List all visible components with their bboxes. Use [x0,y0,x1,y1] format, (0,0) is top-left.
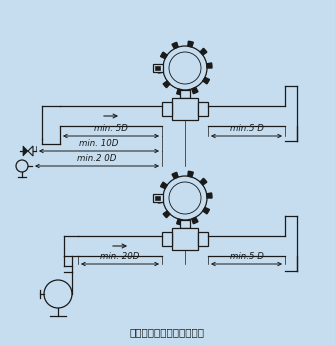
Text: min.5 D: min.5 D [229,252,263,261]
Circle shape [169,52,201,84]
Polygon shape [177,89,182,95]
Polygon shape [172,172,178,179]
Polygon shape [192,87,198,94]
Polygon shape [200,178,207,185]
Polygon shape [160,52,167,58]
Bar [162,102,172,116]
Bar [155,66,160,70]
Bar [153,194,163,202]
Polygon shape [158,68,163,73]
Polygon shape [172,42,178,49]
Polygon shape [203,207,209,214]
Text: min.2 0D: min.2 0D [77,154,117,163]
Text: min. 10D: min. 10D [79,139,119,148]
Bar [180,90,190,98]
Text: 弯管、阀门和泵之间的安装: 弯管、阀门和泵之间的安装 [130,327,204,337]
Bar [198,102,208,116]
Bar [172,228,198,250]
Bar [162,232,172,246]
Polygon shape [163,211,170,218]
Polygon shape [23,146,28,156]
Bar [180,220,190,228]
Polygon shape [200,48,207,55]
Polygon shape [207,63,212,68]
Text: min. 20D: min. 20D [100,252,140,261]
Text: min. 5D: min. 5D [94,124,128,133]
Polygon shape [158,198,163,203]
Bar [172,98,198,120]
Polygon shape [188,41,193,47]
Polygon shape [207,193,212,198]
Polygon shape [188,171,193,177]
Polygon shape [163,81,170,88]
Bar [155,196,160,200]
Polygon shape [192,217,198,224]
Circle shape [169,182,201,214]
Polygon shape [160,182,167,189]
Polygon shape [203,78,209,84]
Bar [153,64,163,72]
Polygon shape [177,219,182,225]
Text: min.5 D: min.5 D [229,124,263,133]
Bar [198,232,208,246]
